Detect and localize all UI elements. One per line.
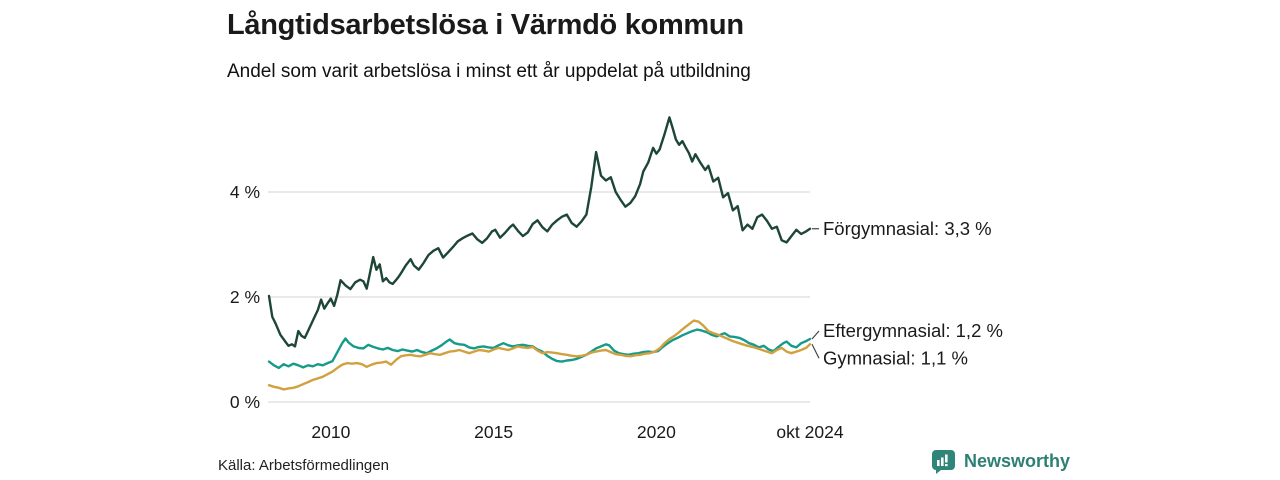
series-end-label-eftergymnasial: Eftergymnasial: 1,2 % [823, 320, 1003, 341]
annotation-connector-gymnasial [811, 343, 820, 359]
series-end-label-gymnasial: Gymnasial: 1,1 % [823, 347, 968, 368]
x-tick-label: 2015 [474, 422, 513, 442]
series-end-label-forgymnasial: Förgymnasial: 3,3 % [823, 218, 992, 239]
source-note: Källa: Arbetsförmedlingen [218, 457, 389, 474]
series-line-forgymnasial [267, 116, 812, 348]
series-line-eftergymnasial [267, 328, 812, 370]
x-tick-label: 2020 [637, 422, 676, 442]
page-title: Långtidsarbetslösa i Värmdö kommun [227, 9, 744, 41]
series-line-gymnasial [267, 319, 812, 391]
y-tick-label: 4 % [230, 182, 260, 202]
y-tick-label: 0 % [230, 392, 260, 412]
y-tick-label: 2 % [230, 287, 260, 307]
newsworthy-label: Newsworthy [964, 451, 1071, 471]
page-subtitle: Andel som varit arbetslösa i minst ett å… [227, 61, 751, 82]
annotation-connector-eftergymnasial [811, 330, 820, 340]
newsworthy-icon [932, 450, 955, 474]
x-tick-label: okt 2024 [776, 422, 843, 442]
x-tick-label: 2010 [311, 422, 350, 442]
newsworthy-logo[interactable]: Newsworthy [931, 449, 1070, 474]
